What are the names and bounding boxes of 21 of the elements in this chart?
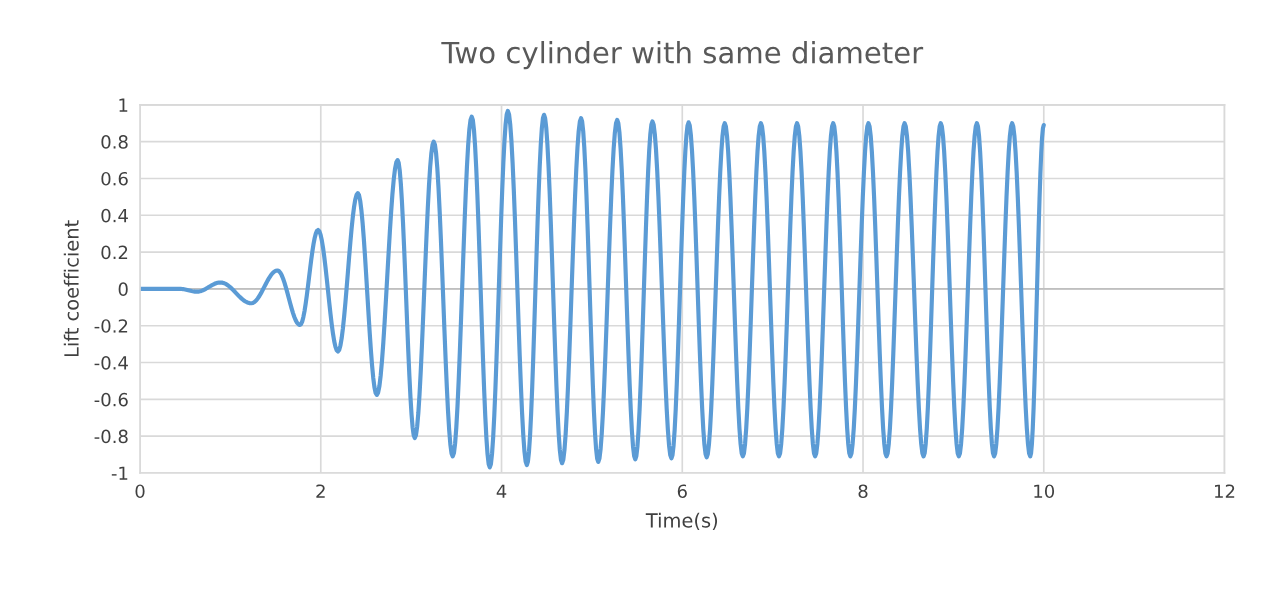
chart-title: Two cylinder with same diameter: [441, 41, 924, 70]
x-tick-label: 4: [496, 484, 507, 498]
x-tick-label: 8: [858, 484, 868, 499]
y-tick-label: 0.6: [101, 171, 128, 186]
y-tick-label: 0.2: [101, 245, 128, 260]
y-tick-label: -0.4: [94, 355, 128, 370]
y-tick-label: -0.2: [94, 319, 128, 333]
y-tick-label: -0.6: [94, 392, 128, 407]
x-tick-label: 0: [135, 484, 145, 499]
y-tick-label: -0.8: [94, 429, 128, 444]
y-tick-label: 0.4: [101, 208, 128, 223]
x-tick-label: 2: [316, 484, 325, 498]
y-tick-label: -1: [111, 466, 128, 480]
x-tick-label: 10: [1034, 484, 1055, 499]
x-axis-title: Time(s): [645, 512, 718, 530]
y-axis-title: Lift coefficient: [63, 220, 79, 357]
x-tick-label: 12: [1215, 484, 1235, 498]
y-tick-label: 0.8: [101, 135, 128, 149]
x-tick-label: 6: [677, 484, 687, 499]
y-tick-label: 0: [118, 282, 128, 297]
y-tick-label: 1: [119, 98, 128, 112]
